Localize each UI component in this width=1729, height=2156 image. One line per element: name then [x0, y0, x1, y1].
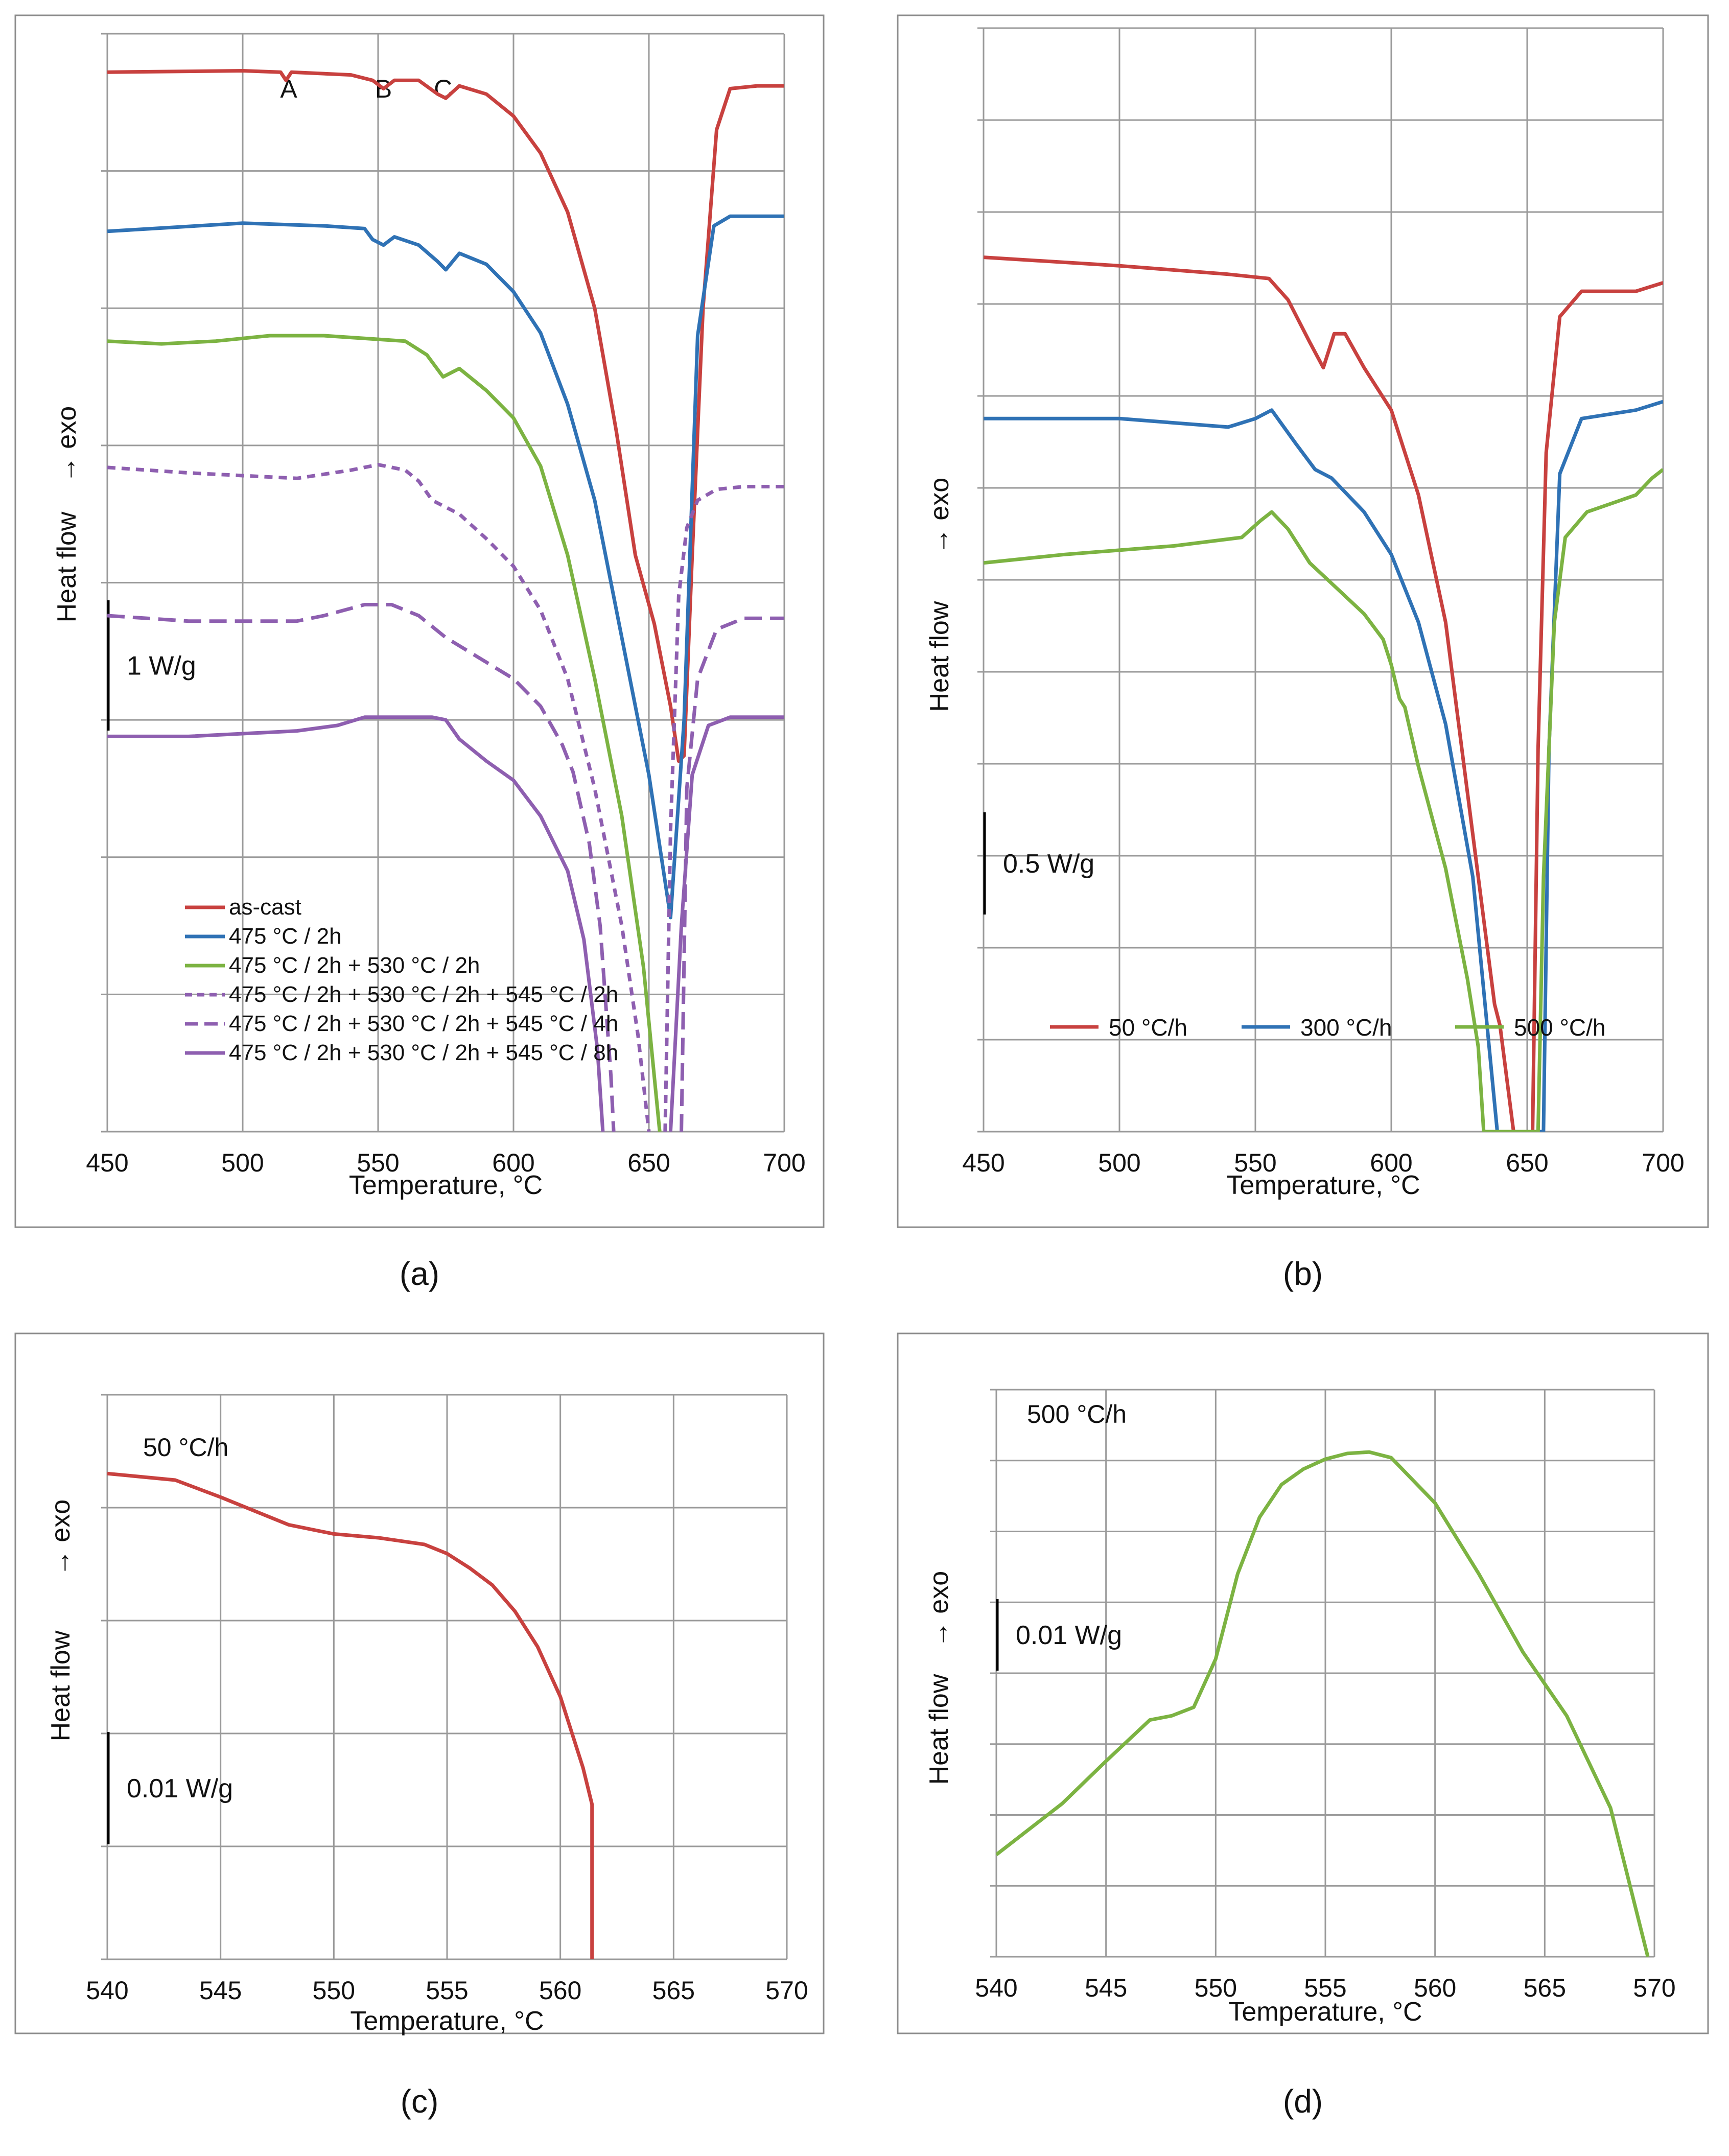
series-group: [984, 255, 1663, 1132]
panel-label: (b): [1283, 1255, 1323, 1292]
series-group: [996, 1450, 1650, 1957]
x-axis-label: Temperature, °C: [350, 2006, 544, 2036]
x-tick-label: 555: [426, 1976, 468, 2005]
legend: 50 °C/h 300 °C/h 500 °C/h: [1050, 1014, 1606, 1041]
series-line-3: [107, 463, 651, 1132]
x-tick-label: 570: [1633, 1974, 1675, 2002]
y-axis-arrow-label: → exo: [924, 1571, 954, 1648]
x-tick-label: 545: [1085, 1974, 1127, 2002]
x-tick-label: 540: [86, 1976, 128, 2005]
x-tick-label: 545: [199, 1976, 242, 2005]
series-line-0: [996, 1450, 1650, 1957]
peak-label-a: A: [280, 75, 297, 103]
legend-entry: 500 °C/h: [1514, 1014, 1606, 1041]
panel-label: (d): [1283, 2083, 1323, 2120]
y-axis-label: Heat flow: [52, 511, 82, 622]
legend-entry: 475 °C / 2h + 530 °C / 2h + 545 °C / 2h: [229, 982, 618, 1007]
x-tick-label: 450: [962, 1149, 1004, 1177]
legend: as-cast 475 °C / 2h 475 °C / 2h + 530 °C /…: [185, 895, 618, 1065]
series-line-6: [663, 485, 784, 1132]
scale-bar-label: 0.5 W/g: [1003, 849, 1094, 879]
series-group: [107, 1471, 594, 1959]
x-tick-label: 560: [1414, 1974, 1456, 2002]
x-tick-label: 540: [975, 1974, 1017, 2002]
peak-label-c: C: [434, 75, 452, 103]
panel-frame: [897, 1332, 1709, 2034]
legend-entry: as-cast: [229, 895, 301, 920]
scale-bar-label: 0.01 W/g: [127, 1774, 233, 1803]
x-tick-label: 570: [765, 1976, 808, 2005]
series-group: [107, 69, 784, 1132]
x-tick-label: 565: [1524, 1974, 1566, 2002]
legend-entry: 50 °C/h: [1109, 1014, 1187, 1041]
x-tick-label: 500: [221, 1149, 264, 1177]
panel-frame: [14, 1332, 825, 2034]
series-line-1: [107, 214, 784, 920]
rate-annotation: 50 °C/h: [143, 1433, 228, 1462]
panel-frame: [897, 14, 1709, 1228]
chart-panel-d: 540 545 550 555 560 565 570 Temperature, °C Heat…: [897, 1332, 1709, 2034]
legend-entry: 475 °C / 2h + 530 °C / 2h: [229, 953, 480, 978]
rate-annotation: 500 °C/h: [1027, 1400, 1127, 1428]
chart-panel-b: 450 500 550 600 650 700 Temperature, °C Heat fl…: [897, 14, 1709, 1228]
scale-bar-label: 0.01 W/g: [1016, 1621, 1122, 1650]
x-tick-label: 550: [357, 1149, 399, 1177]
x-tick-label: 550: [1234, 1149, 1276, 1177]
x-tick-label: 550: [1195, 1974, 1237, 2002]
x-tick-label: 565: [652, 1976, 695, 2005]
series-line-5: [107, 715, 605, 1132]
y-axis-label: Heat flow: [46, 1630, 76, 1741]
series-line-2: [984, 468, 1663, 1132]
legend-entry: 475 °C / 2h: [229, 924, 342, 949]
legend-entry: 475 °C / 2h + 530 °C / 2h + 545 °C / 8h: [229, 1040, 618, 1065]
x-tick-label: 650: [627, 1149, 670, 1177]
y-axis-arrow-label: → exo: [52, 406, 82, 483]
x-tick-label: 700: [763, 1149, 805, 1177]
x-tick-label: 650: [1506, 1149, 1548, 1177]
x-tick-label: 600: [492, 1149, 534, 1177]
x-axis-label: Temperature, °C: [1228, 1997, 1422, 2027]
y-axis-label: Heat flow: [924, 1674, 954, 1785]
y-axis-arrow-label: → exo: [46, 1499, 76, 1576]
x-tick-label: 700: [1642, 1149, 1684, 1177]
x-axis-label: Temperature, °C: [1226, 1170, 1420, 1200]
scale-bar-label: 1 W/g: [127, 651, 196, 681]
x-tick-label: 500: [1098, 1149, 1140, 1177]
y-axis-label: Heat flow: [925, 601, 954, 712]
x-tick-label: 555: [1304, 1974, 1346, 2002]
series-line-1: [984, 400, 1663, 1132]
series-line-2: [107, 334, 662, 1132]
chart-panel-c: 540 545 550 555 560 565 570 Temperature, °C Heat…: [14, 1332, 825, 2036]
x-axis-label: Temperature, °C: [349, 1170, 543, 1200]
x-tick-label: 550: [313, 1976, 355, 2005]
series-line-8: [668, 715, 784, 1132]
y-axis-arrow-label: → exo: [925, 478, 954, 554]
series-line-4: [107, 603, 616, 1132]
series-line-0: [107, 1471, 594, 1959]
x-tick-label: 600: [1370, 1149, 1412, 1177]
panel-label: (c): [401, 2083, 439, 2120]
legend-entry: 475 °C / 2h + 530 °C / 2h + 545 °C / 4h: [229, 1011, 618, 1036]
chart-panel-a: 450 500 550 600 650 700 Temperature, °C Heat fl…: [14, 14, 825, 1228]
legend-entry: 300 °C/h: [1300, 1014, 1392, 1041]
x-tick-label: 450: [86, 1149, 128, 1177]
series-line-0: [984, 255, 1663, 1132]
x-tick-label: 560: [539, 1976, 581, 2005]
panel-label: (a): [400, 1255, 439, 1292]
